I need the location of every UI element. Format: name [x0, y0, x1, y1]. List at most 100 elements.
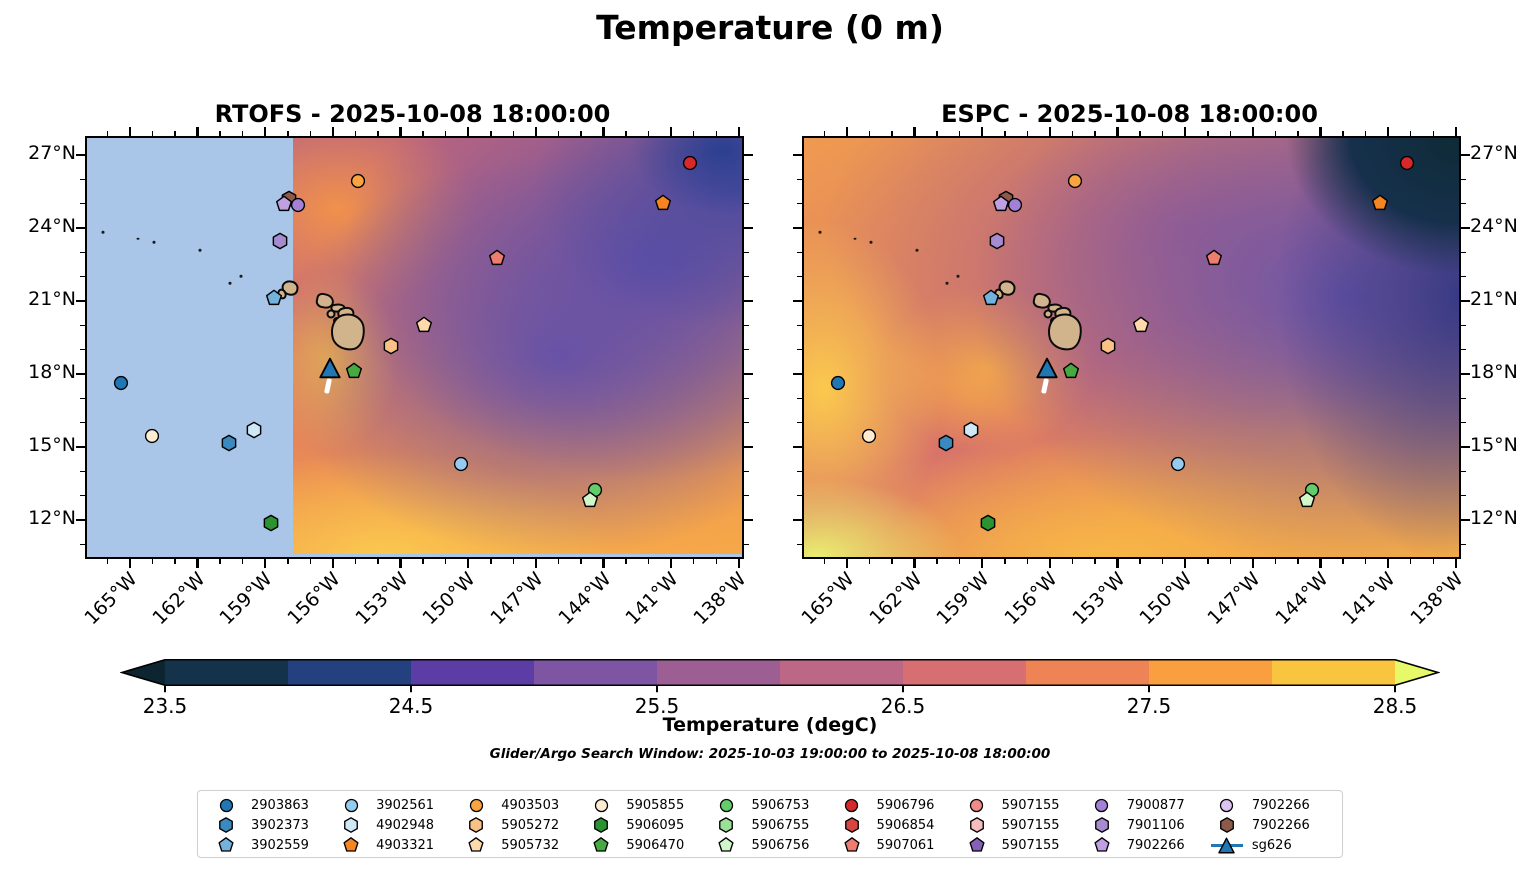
legend-platform-id: 3902559 — [251, 837, 309, 853]
minor-x-tick — [151, 131, 154, 136]
minor-x-tick — [445, 559, 447, 564]
small-islet — [915, 249, 919, 252]
legend-entry-5905855: 5905855 — [585, 795, 704, 815]
minor-x-tick — [1229, 131, 1232, 136]
major-x-tick — [845, 559, 849, 568]
minor-x-tick — [891, 131, 893, 136]
platform-marker-4903503 — [1067, 173, 1083, 189]
minor-x-tick — [1229, 559, 1232, 564]
minor-x-tick — [1071, 559, 1074, 564]
minor-x-tick — [891, 559, 893, 564]
minor-y-tick — [80, 178, 85, 181]
y-tick-label: 12°N — [1470, 507, 1518, 530]
major-y-tick — [76, 299, 85, 303]
y-tick-label: 21°N — [1470, 288, 1518, 311]
legend-entry-7902266: 7902266 — [1086, 835, 1205, 855]
minor-y-tick — [1461, 422, 1466, 424]
major-y-tick — [744, 445, 753, 449]
legend-platform-id: 5906854 — [876, 817, 935, 833]
platform-marker-2903863 — [113, 375, 129, 391]
legend-entry-5907155: 5907155 — [961, 815, 1080, 835]
colorbar-tick-label: 23.5 — [142, 694, 188, 718]
colorbar-tick-label: 27.5 — [1126, 694, 1172, 718]
platform-marker-3902559 — [265, 289, 282, 307]
minor-x-tick — [219, 559, 221, 564]
legend-platform-id: 5907061 — [876, 837, 935, 853]
legend-entry-5907061: 5907061 — [836, 835, 955, 855]
minor-x-tick — [377, 559, 379, 564]
minor-x-tick — [1094, 131, 1096, 136]
platform-marker-5907061 — [1205, 249, 1223, 266]
platform-marker-3902373 — [221, 434, 238, 452]
legend-entry-2903863: 2903863 — [210, 795, 329, 815]
minor-x-tick — [1342, 559, 1344, 564]
minor-x-tick — [174, 559, 176, 564]
platform-marker-5905855 — [144, 428, 160, 444]
minor-x-tick — [309, 131, 312, 136]
colorbar-label: Temperature (degC) — [662, 714, 878, 736]
legend-platform-id: 5905272 — [501, 817, 560, 833]
small-islet — [239, 275, 243, 278]
minor-x-tick — [1162, 559, 1164, 564]
circle-marker-icon — [961, 798, 993, 813]
major-x-tick — [981, 127, 984, 136]
minor-x-tick — [1162, 131, 1164, 136]
minor-x-tick — [1432, 559, 1435, 564]
x-tick-label: 165°W — [797, 568, 859, 630]
major-x-tick — [1116, 127, 1119, 136]
minor-y-tick — [80, 348, 85, 351]
major-x-tick — [981, 559, 984, 568]
major-y-tick — [76, 445, 85, 449]
x-tick-label: 138°W — [1406, 568, 1468, 630]
circle-marker-icon — [335, 798, 367, 813]
x-tick-label: 147°W — [1203, 568, 1265, 630]
major-y-tick — [744, 299, 753, 303]
legend-platform-id: 5906796 — [876, 797, 935, 813]
x-tick-label: 159°W — [932, 568, 994, 630]
minor-x-tick — [823, 559, 826, 564]
minor-x-tick — [959, 131, 961, 136]
colorbar-tick-label: 25.5 — [634, 694, 680, 718]
pentagon-marker-icon — [961, 837, 993, 853]
major-y-tick — [793, 372, 802, 376]
island-lanai — [326, 309, 336, 319]
minor-x-tick — [1004, 559, 1006, 564]
legend-entry-5906756: 5906756 — [710, 835, 829, 855]
small-islet — [818, 231, 822, 234]
legend-entry-3902561: 3902561 — [335, 795, 454, 815]
legend-entry-5906854: 5906854 — [836, 815, 955, 835]
minor-y-tick — [797, 275, 802, 278]
major-y-tick — [793, 226, 802, 230]
minor-x-tick — [309, 559, 312, 564]
legend-platform-id: 5907155 — [1001, 797, 1060, 813]
minor-x-tick — [936, 131, 938, 136]
minor-x-tick — [693, 131, 695, 136]
minor-x-tick — [715, 131, 718, 136]
major-x-tick — [845, 127, 849, 136]
minor-x-tick — [490, 131, 492, 136]
legend-entry-5906753: 5906753 — [710, 795, 829, 815]
minor-x-tick — [580, 559, 582, 564]
search-window-subtitle: Glider/Argo Search Window: 2025-10-03 19… — [489, 746, 1051, 762]
major-x-tick — [264, 559, 267, 568]
minor-y-tick — [1461, 202, 1466, 205]
legend-entry-3902373: 3902373 — [210, 815, 329, 835]
legend-platform-id: 5907155 — [1001, 837, 1060, 853]
y-tick-label: 27°N — [28, 142, 76, 164]
y-tick-label: 18°N — [1470, 361, 1518, 384]
minor-y-tick — [1461, 324, 1466, 327]
legend-entry-5906470: 5906470 — [585, 835, 704, 855]
legend-platform-id: 5905855 — [626, 797, 685, 813]
platform-marker-5906470 — [346, 362, 363, 379]
minor-x-tick — [580, 131, 582, 136]
x-tick-label: 153°W — [351, 568, 413, 630]
major-x-tick — [1184, 559, 1187, 568]
x-tick-label: 141°W — [1338, 568, 1400, 630]
legend-platform-id: 2903863 — [251, 797, 309, 813]
major-y-tick — [1461, 299, 1470, 303]
platform-marker-5907061 — [488, 249, 506, 266]
small-islet — [198, 249, 202, 252]
legend-entry-4903503: 4903503 — [460, 795, 579, 815]
rtofs-map-panel — [76, 127, 753, 568]
